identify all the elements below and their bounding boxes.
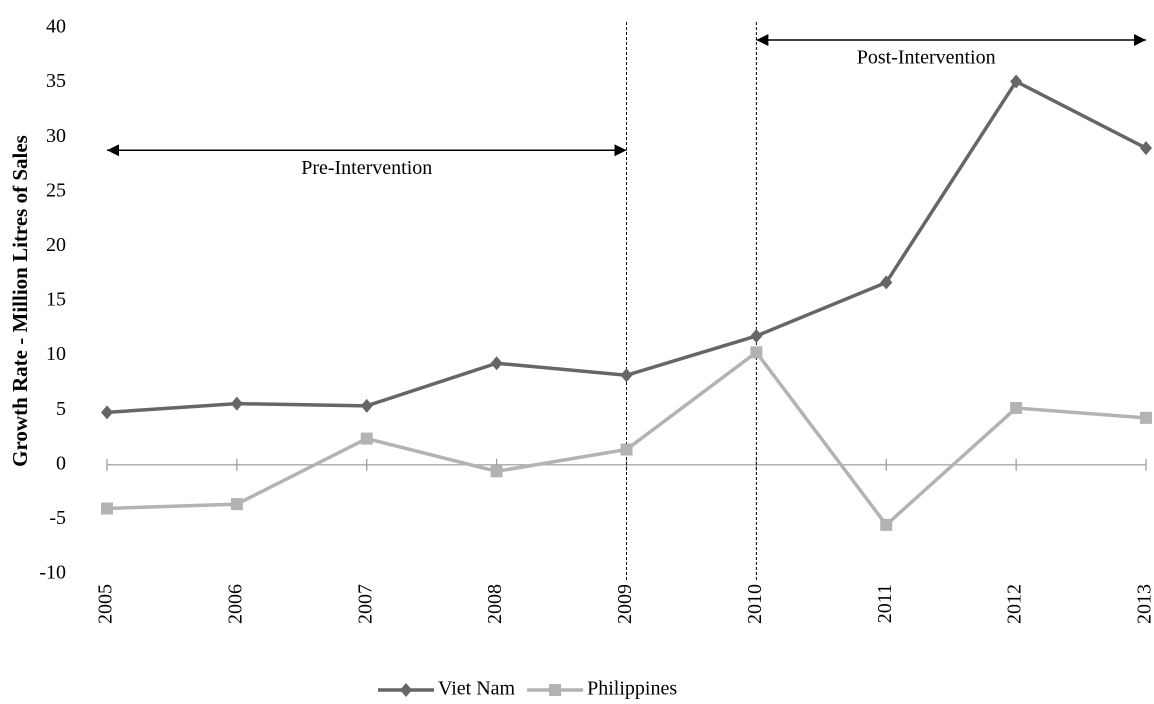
x-tick-label: 2008 <box>484 584 506 624</box>
data-point <box>1010 402 1023 415</box>
data-point <box>620 368 633 383</box>
x-tick-label: 2012 <box>1004 584 1026 624</box>
y-tick-label: -5 <box>49 507 66 529</box>
y-tick-label: 25 <box>46 179 66 201</box>
x-tick-label: 2011 <box>874 584 896 623</box>
data-point <box>880 275 893 290</box>
data-point <box>230 396 243 411</box>
data-point <box>360 398 373 413</box>
y-tick-label: 40 <box>46 16 66 38</box>
data-point <box>880 518 893 531</box>
data-point <box>490 465 503 478</box>
data-point <box>620 443 633 456</box>
y-tick-label: 30 <box>46 125 66 147</box>
data-point <box>750 328 763 343</box>
x-tick-label: 2010 <box>744 584 766 624</box>
x-tick-label: 2007 <box>354 584 376 624</box>
legend-marker <box>549 684 562 696</box>
annotation-text: Pre-Intervention <box>301 157 432 179</box>
y-tick-label: -10 <box>39 562 66 584</box>
annotation-text: Post-Intervention <box>857 47 996 69</box>
x-tick-label: 2006 <box>224 584 246 624</box>
y-axis-label: Growth Rate - Million Litres of Sales <box>8 135 32 467</box>
x-tick-label: 2005 <box>95 584 117 624</box>
legend-marker <box>400 683 412 697</box>
y-tick-label: 0 <box>56 452 66 474</box>
y-tick-label: 10 <box>46 343 66 365</box>
data-point <box>360 432 373 445</box>
y-tick-label: 20 <box>46 234 66 256</box>
data-point <box>1140 411 1152 424</box>
data-point <box>1140 141 1152 156</box>
y-tick-label: 35 <box>46 70 66 92</box>
x-tick-label: 2009 <box>614 584 636 624</box>
data-point <box>101 502 113 515</box>
legend-label: Viet Nam <box>438 678 516 700</box>
data-point <box>230 498 243 511</box>
data-point <box>750 346 763 359</box>
x-tick-label: 2013 <box>1134 584 1154 624</box>
data-point <box>101 405 113 420</box>
y-tick-label: 15 <box>46 289 66 311</box>
y-tick-label: 5 <box>56 398 66 420</box>
legend-label: Philippines <box>587 678 677 700</box>
data-point <box>490 356 503 371</box>
data-point <box>1010 74 1023 89</box>
